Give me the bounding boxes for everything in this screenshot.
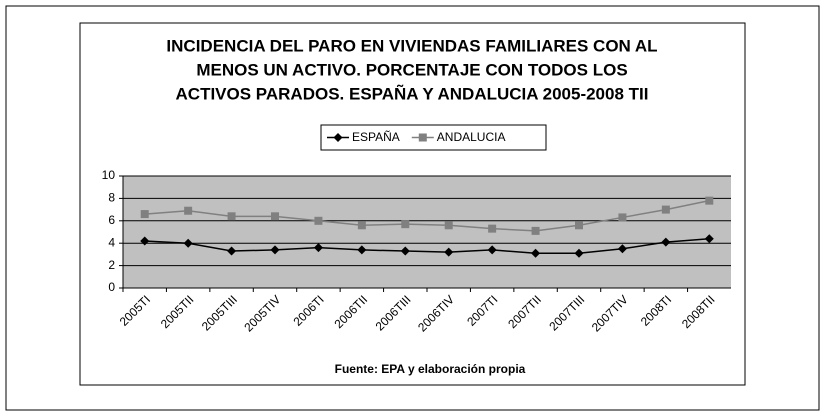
chart-title: ACTIVOS PARADOS. ESPAÑA Y ANDALUCIA 2005… — [176, 83, 649, 103]
y-tick-label: 10 — [102, 168, 116, 182]
point-marker — [618, 213, 627, 222]
point-marker — [184, 206, 193, 215]
point-marker — [575, 221, 583, 230]
point-marker — [531, 226, 540, 235]
point-marker — [531, 248, 541, 258]
series-line — [144, 199, 710, 232]
legend-label: ANDALUCIA — [437, 130, 506, 144]
y-tick-label: 2 — [108, 258, 115, 272]
point-marker — [227, 246, 237, 256]
point-marker — [357, 245, 367, 255]
y-tick-label: 6 — [108, 213, 115, 227]
point-marker — [661, 205, 670, 214]
point-marker — [444, 221, 453, 230]
plot-area — [123, 176, 731, 288]
point-marker — [314, 216, 323, 225]
source-note: Fuente: EPA y elaboración propia — [335, 362, 526, 376]
point-marker — [705, 196, 714, 205]
series-line — [144, 237, 710, 255]
point-marker — [227, 212, 236, 221]
legend-label: ESPAÑA — [352, 130, 400, 144]
y-tick-label: 0 — [108, 280, 115, 294]
point-marker — [271, 212, 279, 221]
point-marker — [183, 238, 193, 248]
point-marker — [418, 133, 427, 142]
point-marker — [487, 245, 497, 255]
chart-title: INCIDENCIA DEL PARO EN VIVIENDAS FAMILIA… — [166, 36, 657, 55]
point-marker — [617, 244, 627, 254]
y-tick-label: 4 — [108, 235, 115, 249]
chart-title: MENOS UN ACTIVO. PORCENTAJE CON TODOS LO… — [196, 60, 627, 79]
y-tick-label: 8 — [108, 191, 115, 205]
point-marker — [401, 220, 410, 229]
point-marker — [357, 221, 366, 230]
point-marker — [444, 247, 454, 257]
point-marker — [661, 237, 671, 247]
point-marker — [333, 133, 343, 142]
point-marker — [704, 234, 714, 244]
point-marker — [488, 224, 497, 233]
point-marker — [140, 236, 150, 246]
point-marker — [574, 248, 584, 258]
point-marker — [140, 210, 149, 219]
point-marker — [400, 246, 410, 256]
point-marker — [270, 245, 280, 255]
point-marker — [313, 243, 323, 253]
